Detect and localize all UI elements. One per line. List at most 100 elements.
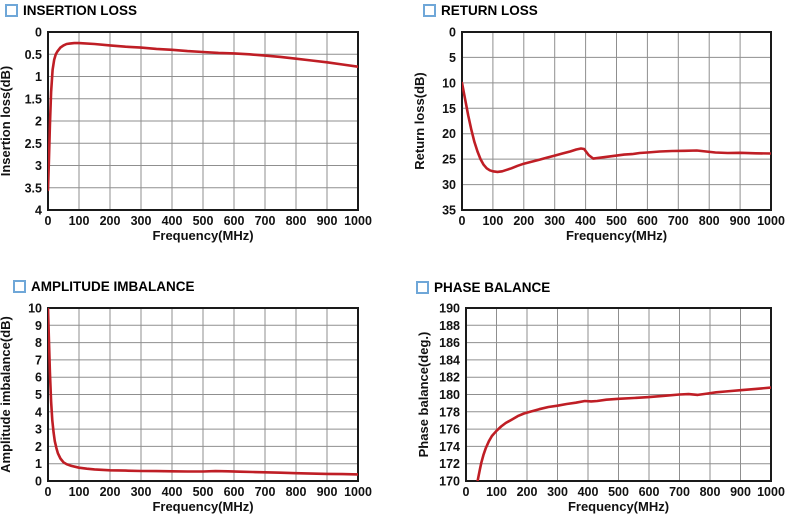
svg-text:186: 186 xyxy=(439,336,460,350)
svg-text:1000: 1000 xyxy=(757,214,785,228)
svg-text:Frequency(MHz): Frequency(MHz) xyxy=(152,228,253,243)
chart-title-text: INSERTION LOSS xyxy=(23,3,138,18)
svg-text:1: 1 xyxy=(35,457,42,471)
svg-text:600: 600 xyxy=(224,214,245,228)
insertion-loss-title: INSERTION LOSS xyxy=(5,3,137,18)
svg-text:100: 100 xyxy=(69,214,90,228)
svg-text:1000: 1000 xyxy=(344,485,372,499)
svg-text:3: 3 xyxy=(35,423,42,437)
svg-text:5: 5 xyxy=(449,51,456,65)
svg-text:600: 600 xyxy=(637,214,658,228)
svg-text:6: 6 xyxy=(35,371,42,385)
svg-text:400: 400 xyxy=(575,214,596,228)
svg-text:Insertion loss(dB): Insertion loss(dB) xyxy=(0,66,13,177)
svg-text:20: 20 xyxy=(442,127,456,141)
amplitude-imbalance-plot: 0 100 200 300 400 500 600 700 800 900 100001234567… xyxy=(0,302,372,515)
svg-text:190: 190 xyxy=(439,302,460,316)
svg-text:600: 600 xyxy=(639,485,660,499)
svg-text:3.5: 3.5 xyxy=(25,181,42,195)
svg-text:600: 600 xyxy=(224,485,245,499)
svg-text:800: 800 xyxy=(286,485,307,499)
svg-text:1000: 1000 xyxy=(757,485,785,499)
svg-text:2.5: 2.5 xyxy=(25,137,42,151)
svg-text:400: 400 xyxy=(162,485,183,499)
svg-text:800: 800 xyxy=(286,214,307,228)
svg-text:8: 8 xyxy=(35,336,42,350)
svg-text:3: 3 xyxy=(35,159,42,173)
svg-text:700: 700 xyxy=(255,485,276,499)
svg-text:1000: 1000 xyxy=(344,214,372,228)
svg-text:500: 500 xyxy=(193,485,214,499)
svg-text:Frequency(MHz): Frequency(MHz) xyxy=(568,499,669,514)
svg-text:100: 100 xyxy=(482,214,503,228)
svg-text:800: 800 xyxy=(699,214,720,228)
svg-text:30: 30 xyxy=(442,178,456,192)
svg-text:174: 174 xyxy=(439,440,460,454)
svg-text:10: 10 xyxy=(442,76,456,90)
section-square-icon xyxy=(416,281,429,294)
svg-text:188: 188 xyxy=(439,319,460,333)
svg-text:15: 15 xyxy=(442,102,456,116)
svg-text:0: 0 xyxy=(463,485,470,499)
svg-text:10: 10 xyxy=(28,302,42,316)
svg-text:0: 0 xyxy=(459,214,466,228)
section-square-icon xyxy=(5,4,18,17)
svg-text:0: 0 xyxy=(35,26,42,40)
svg-text:700: 700 xyxy=(669,485,690,499)
svg-text:900: 900 xyxy=(317,214,338,228)
svg-text:900: 900 xyxy=(317,485,338,499)
svg-text:Frequency(MHz): Frequency(MHz) xyxy=(152,499,253,514)
return-loss-plot: 0 100 200 300 400 500 600 700 800 900 1000 0 5 10 15 20… xyxy=(412,26,785,244)
svg-text:700: 700 xyxy=(255,214,276,228)
return-loss-title: RETURN LOSS xyxy=(423,3,538,18)
svg-text:178: 178 xyxy=(439,405,460,419)
svg-text:4: 4 xyxy=(35,204,42,218)
svg-text:Return loss(dB): Return loss(dB) xyxy=(412,72,427,170)
insertion-loss-plot: 0 100 200 300 400 500 600 700 800 900 1000 0 0.5 1 1.5… xyxy=(0,26,372,244)
svg-text:1: 1 xyxy=(35,70,42,84)
amplitude-imbalance-title: AMPLITUDE IMBALANCE xyxy=(13,279,195,294)
svg-text:300: 300 xyxy=(131,485,152,499)
svg-text:0: 0 xyxy=(45,214,52,228)
svg-text:9: 9 xyxy=(35,319,42,333)
svg-text:182: 182 xyxy=(439,371,460,385)
chart-title-text: AMPLITUDE IMBALANCE xyxy=(31,279,195,294)
svg-text:700: 700 xyxy=(668,214,689,228)
svg-text:300: 300 xyxy=(131,214,152,228)
svg-text:184: 184 xyxy=(439,353,460,367)
svg-text:300: 300 xyxy=(544,214,565,228)
svg-text:176: 176 xyxy=(439,423,460,437)
svg-text:Amplitude imbalance(dB): Amplitude imbalance(dB) xyxy=(0,316,13,473)
svg-text:1.5: 1.5 xyxy=(25,92,42,106)
svg-text:170: 170 xyxy=(439,475,460,489)
section-square-icon xyxy=(423,4,436,17)
phase-balance-plot: 0 100 200 300 400 500 600 700 800 900 1000 170 172 17… xyxy=(416,302,785,515)
svg-text:0: 0 xyxy=(35,475,42,489)
svg-text:Frequency(MHz): Frequency(MHz) xyxy=(566,228,667,243)
svg-text:5: 5 xyxy=(35,388,42,402)
svg-text:900: 900 xyxy=(730,485,751,499)
svg-text:800: 800 xyxy=(700,485,721,499)
phase-balance-title: PHASE BALANCE xyxy=(416,280,550,295)
svg-text:0.5: 0.5 xyxy=(25,48,42,62)
svg-text:0: 0 xyxy=(45,485,52,499)
amplitude-imbalance-chart: AMPLITUDE IMBALANCE 0 100 200 300 400 500 600 7… xyxy=(0,261,396,522)
svg-text:200: 200 xyxy=(513,214,534,228)
svg-text:35: 35 xyxy=(442,204,456,218)
svg-text:0: 0 xyxy=(449,26,456,40)
svg-text:200: 200 xyxy=(100,485,121,499)
svg-text:100: 100 xyxy=(486,485,507,499)
svg-text:500: 500 xyxy=(608,485,629,499)
svg-text:500: 500 xyxy=(606,214,627,228)
chart-title-text: PHASE BALANCE xyxy=(434,280,551,295)
return-loss-chart: RETURN LOSS 0 100 200 300 400 500 600 700 800 900… xyxy=(397,0,793,261)
section-square-icon xyxy=(13,280,26,293)
svg-text:900: 900 xyxy=(730,214,751,228)
svg-text:172: 172 xyxy=(439,457,460,471)
svg-text:500: 500 xyxy=(193,214,214,228)
svg-text:200: 200 xyxy=(100,214,121,228)
svg-text:25: 25 xyxy=(442,153,456,167)
svg-text:200: 200 xyxy=(517,485,538,499)
svg-text:400: 400 xyxy=(578,485,599,499)
